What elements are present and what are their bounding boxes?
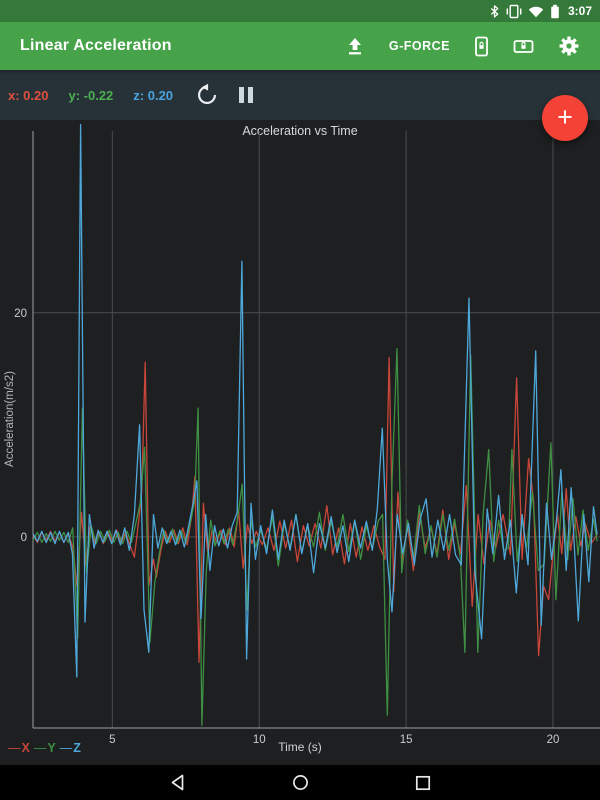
sensor-toolbar: x: 0.20 y: -0.22 z: 0.20	[0, 70, 600, 120]
chart-legend: —X —Y —Z	[8, 741, 85, 755]
reset-icon[interactable]	[195, 83, 219, 107]
recents-icon[interactable]	[403, 768, 443, 798]
app-bar-actions: G-FORCE	[345, 35, 580, 57]
navigation-bar	[0, 765, 600, 800]
add-record-fab[interactable]: +	[542, 95, 588, 141]
x-axis-tick-label: 20	[547, 734, 560, 746]
series-z-line	[32, 123, 598, 678]
y-axis-tick-label: 0	[21, 532, 27, 544]
chart-title: Acceleration vs Time	[242, 124, 358, 138]
home-icon[interactable]	[280, 768, 320, 798]
battery-icon	[550, 4, 560, 19]
rotation-lock-portrait-icon[interactable]	[474, 36, 489, 57]
x-axis-tick-label: 10	[253, 734, 266, 746]
legend-entry-x: —X	[8, 741, 30, 755]
vibrate-icon	[506, 4, 522, 19]
chart-panel: Acceleration vs Time 5 10 15 20 20 0 Accelera…	[0, 120, 600, 765]
x-axis-label: Time (s)	[278, 740, 322, 754]
gforce-button[interactable]: G-FORCE	[388, 39, 450, 53]
x-axis-tick-label: 5	[109, 734, 115, 746]
status-time: 3:07	[567, 4, 592, 18]
chart-svg[interactable]: 5 10 15 20 20 0	[0, 120, 600, 765]
wifi-icon	[528, 5, 544, 18]
z-value-readout: z: 0.20	[133, 87, 174, 103]
page-title: Linear Acceleration	[20, 37, 172, 54]
plus-icon: +	[557, 101, 573, 132]
upload-icon[interactable]	[345, 37, 365, 56]
pause-icon[interactable]	[237, 85, 255, 105]
status-bar: 3:07	[0, 0, 600, 22]
y-axis-label: Acceleration(m/s2)	[4, 371, 16, 467]
settings-gear-icon[interactable]	[558, 35, 580, 57]
app-bar: Linear Acceleration G-FORCE	[0, 22, 600, 70]
series-x-line	[32, 356, 598, 664]
back-icon[interactable]	[157, 768, 197, 798]
legend-entry-y: —Y	[33, 741, 56, 755]
legend-entry-z: —Z	[59, 741, 81, 755]
rotation-lock-landscape-icon[interactable]	[513, 39, 534, 54]
x-axis-tick-label: 15	[400, 734, 413, 746]
bluetooth-icon	[489, 4, 500, 19]
y-value-readout: y: -0.22	[68, 87, 114, 103]
x-value-readout: x: 0.20	[8, 87, 49, 103]
y-axis-tick-label: 20	[14, 308, 27, 320]
